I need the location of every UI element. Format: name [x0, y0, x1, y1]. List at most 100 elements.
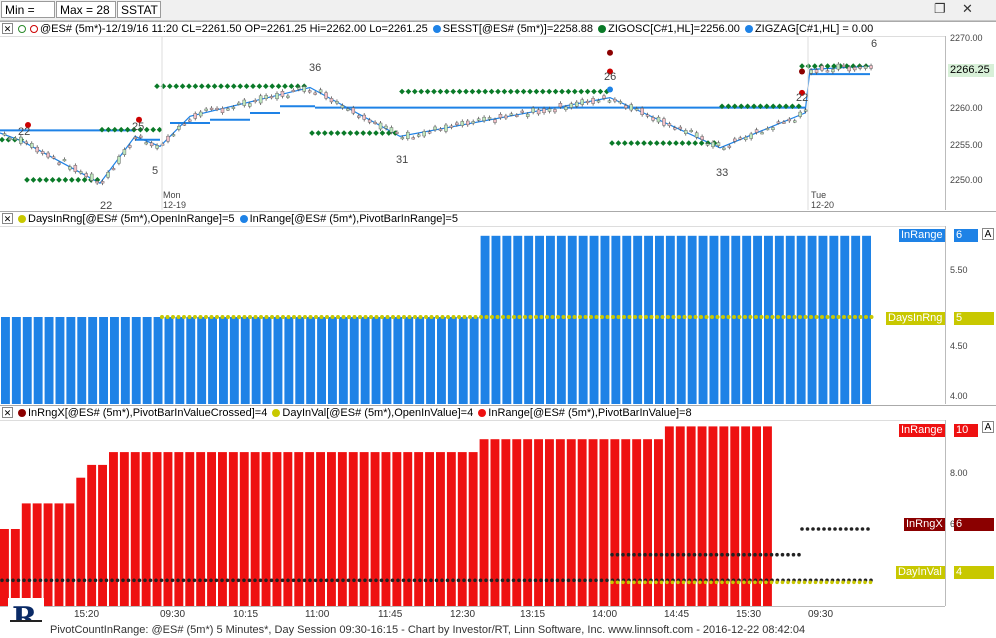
inrngx-point [181, 578, 186, 583]
close-pane-icon[interactable]: ✕ [2, 407, 13, 418]
inrange-bar [131, 317, 141, 404]
restore-icon[interactable]: ❐ [934, 1, 946, 16]
inrngx-tag: InRngX [904, 518, 945, 531]
daysinrng-point [407, 315, 412, 319]
candle-body [743, 136, 748, 140]
zigosc-point [673, 140, 679, 146]
inrngx-point [374, 578, 378, 583]
zigosc-point [615, 140, 622, 146]
candle-body [858, 66, 862, 69]
inrange-bar [425, 452, 434, 606]
dayinval-point [813, 580, 818, 585]
toolbar: Min = 20 Max = 28 SSTAT ❐ ✕ [0, 0, 996, 34]
inrange-bar [720, 235, 730, 404]
price-pane-header: ✕ @ES# (5m*)-12/19/16 11:20 CL=2261.50 OP… [0, 21, 996, 37]
candle-body [553, 109, 557, 113]
inrange-bar [513, 235, 523, 404]
daysinrng-point [396, 315, 401, 319]
zigosc-point [256, 83, 263, 90]
inrngx-point [33, 578, 37, 583]
inrngx-point [736, 552, 741, 557]
inrngx-point [822, 527, 826, 531]
inrngx-point [38, 578, 43, 583]
sstat-field[interactable]: SSTAT [117, 1, 161, 18]
candle-body [618, 101, 623, 104]
scale-button[interactable]: A [982, 228, 994, 240]
daysinrng-point [495, 315, 500, 319]
candle-body [302, 86, 306, 92]
zigosc-point [105, 126, 112, 133]
inrngx-point [811, 527, 815, 531]
daysinrng-point [770, 315, 775, 319]
inrange-bar [446, 452, 456, 606]
candle-body [673, 127, 677, 130]
inrngx-point [165, 578, 169, 583]
dayinval-point [665, 580, 669, 585]
inrange-bar [174, 452, 184, 606]
inrngx-point [720, 552, 724, 557]
inrngx-point [615, 552, 620, 557]
candle-body [689, 130, 693, 133]
zigosc-point [373, 130, 379, 136]
min-field[interactable]: Min = 20 [1, 1, 55, 34]
dayinval-point [841, 580, 845, 585]
close-icon[interactable]: ✕ [962, 1, 973, 16]
zigosc-point [609, 140, 615, 146]
zigosc-point [137, 126, 144, 133]
dayinval-point [863, 580, 867, 585]
candle-body [275, 93, 279, 100]
candle-body [607, 100, 612, 103]
zigosc-point [118, 126, 125, 133]
inrngx-point [49, 578, 54, 583]
candle-body [656, 116, 661, 123]
inrange-bar [110, 317, 119, 404]
inrange-bar [796, 235, 806, 404]
inrngx-point [775, 552, 779, 557]
inrngx-point [297, 578, 301, 583]
daysinrng-point [314, 315, 318, 319]
zigosc-point [482, 88, 489, 95]
daysinrng-point [363, 315, 368, 319]
zigosc-point [647, 140, 654, 146]
inrngx-point [544, 578, 549, 583]
inrange-bar [250, 452, 260, 606]
inrngx-point [60, 578, 65, 583]
inrange-bar [371, 317, 381, 404]
scale-button[interactable]: A [982, 421, 994, 433]
inrngx-point [800, 527, 804, 531]
zigosc-point [653, 140, 660, 146]
inrange-bar [65, 503, 75, 606]
zigosc-point [156, 126, 163, 133]
candle-body [100, 181, 105, 184]
max-field[interactable]: Max = 28 [56, 1, 116, 18]
candle-body [117, 156, 121, 164]
daysinrng-point [160, 315, 164, 319]
inrange-bar [120, 317, 130, 404]
daysinrng-point [622, 315, 626, 319]
daysinrng-point [864, 315, 868, 319]
inrngx-point [209, 578, 213, 583]
pivot-marker [136, 116, 142, 123]
inrngx-point [742, 552, 746, 557]
close-pane-icon[interactable]: ✕ [2, 23, 13, 34]
candle-body [19, 136, 23, 144]
dayinval-point [780, 580, 785, 585]
inrange-bar [21, 503, 31, 606]
candle-body [84, 173, 88, 177]
zigosc-point [366, 130, 373, 136]
daysinrng-point [275, 315, 280, 319]
inrngx-point [132, 578, 136, 583]
close-pane-icon[interactable]: ✕ [2, 213, 13, 224]
zigosc-point [783, 103, 789, 110]
daysinrng-point [303, 315, 307, 319]
zigosc-point [49, 177, 56, 183]
inrange-bar [294, 452, 304, 606]
zigosc-point [150, 126, 157, 133]
candle-body [357, 115, 361, 118]
inrange-text: InRange[@ES# (5m*),PivotBarInRange]=5 [249, 213, 458, 225]
candle-body [193, 113, 197, 119]
daysinrng-point [726, 315, 731, 319]
zigosc-point [124, 126, 131, 133]
zigosc-point [725, 103, 732, 110]
zigosc-point [198, 83, 205, 90]
